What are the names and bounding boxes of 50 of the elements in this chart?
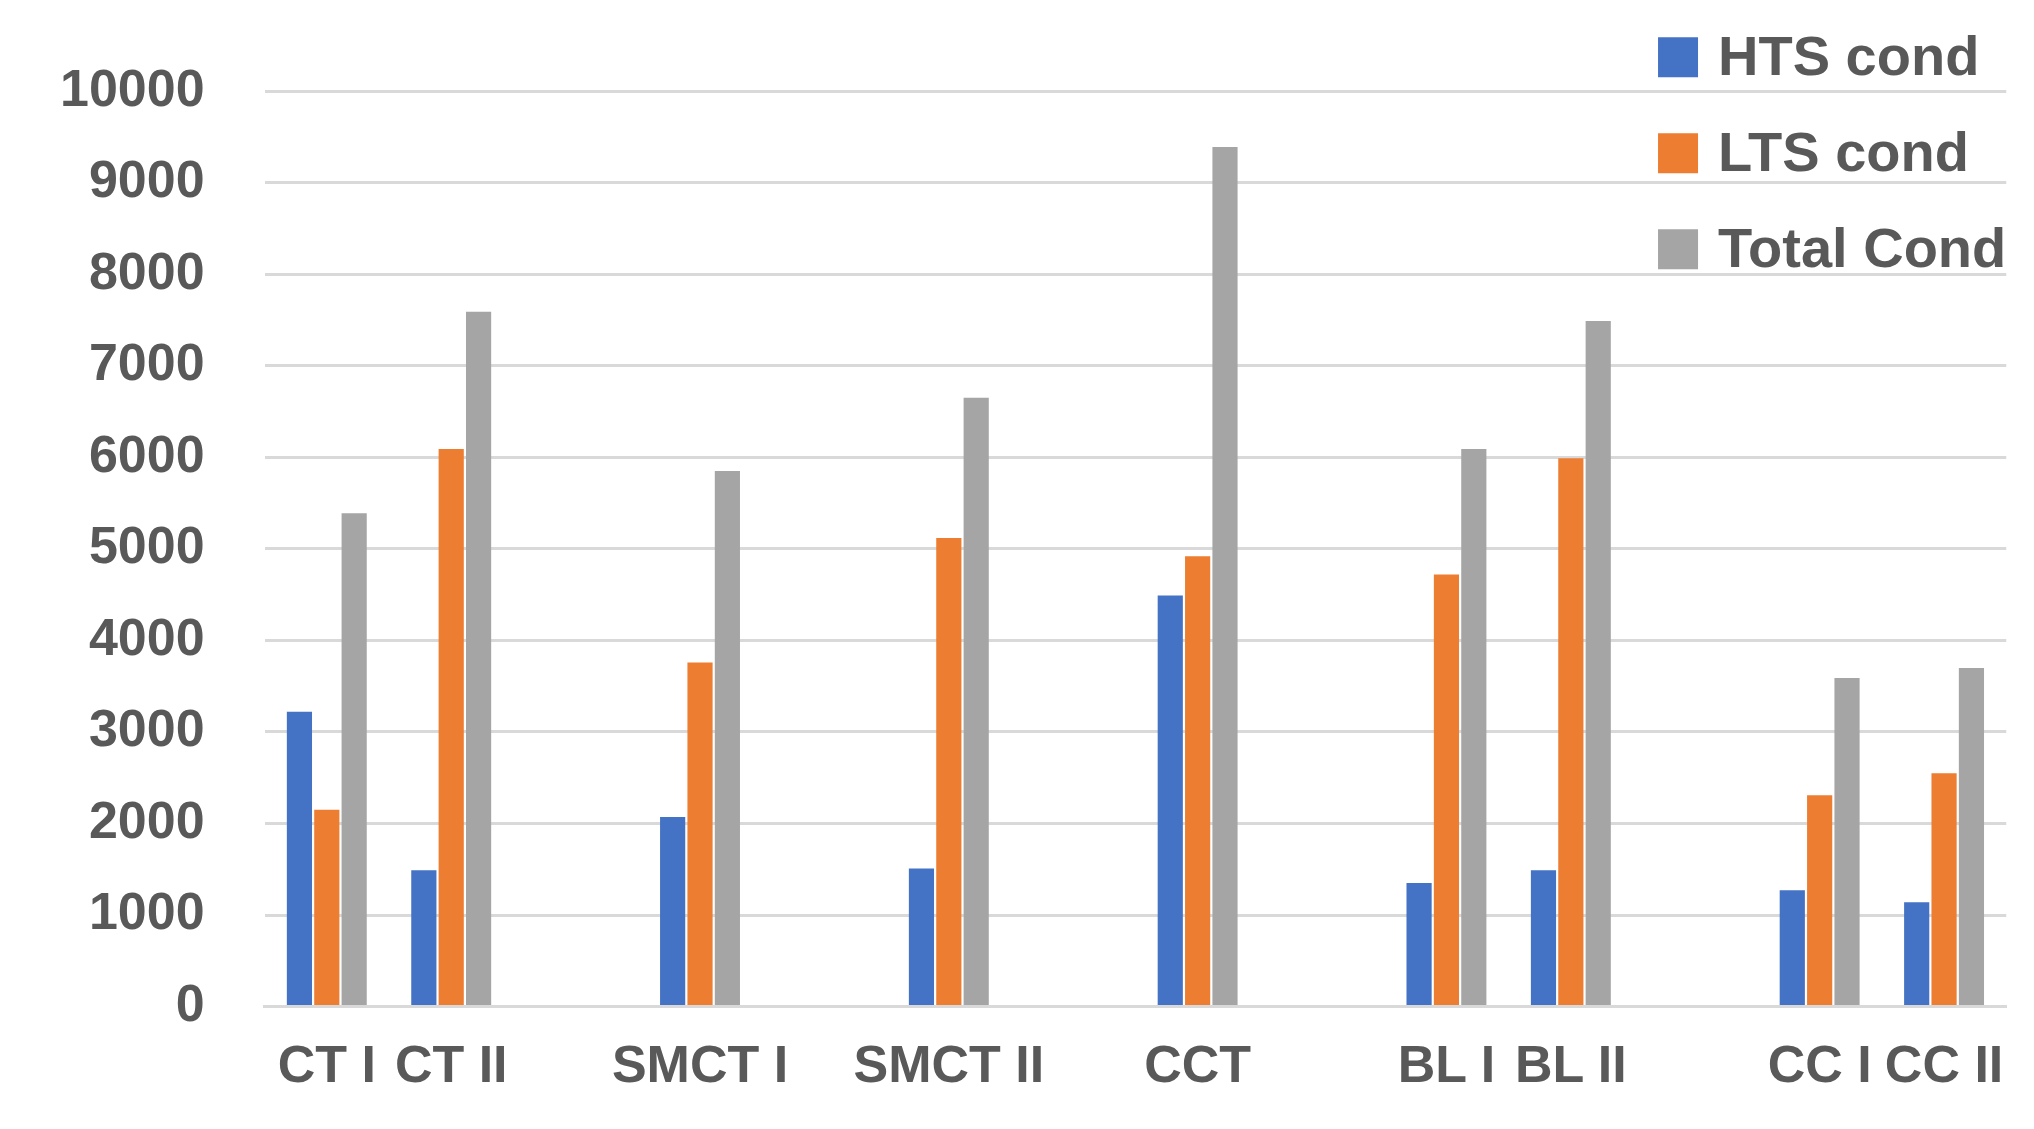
bar xyxy=(908,868,935,1006)
bar xyxy=(1807,795,1833,1006)
bar xyxy=(286,711,313,1006)
legend-label: LTS cond xyxy=(1718,119,1969,183)
bar xyxy=(1157,595,1183,1006)
y-tick-label: 6000 xyxy=(88,424,205,483)
y-tick-label: 4000 xyxy=(88,607,205,666)
x-tick-label: BL II xyxy=(1514,1035,1627,1094)
bar xyxy=(1834,677,1860,1006)
x-tick-label: CC II xyxy=(1884,1035,2004,1094)
x-tick-label: CC I xyxy=(1767,1035,1872,1094)
x-tick-label: CCT xyxy=(1144,1035,1252,1094)
y-tick-label: 2000 xyxy=(88,790,205,849)
bar xyxy=(963,397,989,1006)
x-tick-label: SMCT II xyxy=(853,1035,1045,1094)
bar xyxy=(1904,902,1930,1006)
y-tick-label: 8000 xyxy=(88,241,205,300)
bar xyxy=(1558,458,1584,1006)
bar xyxy=(341,513,367,1006)
bar xyxy=(936,537,962,1006)
bar xyxy=(1958,667,1985,1006)
legend-label: Total Cond xyxy=(1718,215,2007,279)
bar xyxy=(1433,574,1460,1006)
bar xyxy=(660,817,686,1006)
bar xyxy=(687,662,713,1006)
bar xyxy=(1530,870,1557,1006)
bar xyxy=(438,449,464,1006)
x-tick-label: CT I xyxy=(277,1035,376,1094)
y-tick-label: 9000 xyxy=(88,150,205,209)
bar xyxy=(1406,883,1432,1006)
x-tick-label: BL I xyxy=(1397,1035,1496,1094)
x-tick-label: SMCT I xyxy=(611,1035,789,1094)
bar xyxy=(1779,890,1805,1006)
y-tick-label: 1000 xyxy=(88,882,205,941)
bar xyxy=(714,471,740,1006)
y-tick-label: 0 xyxy=(175,973,205,1032)
y-tick-label: 3000 xyxy=(88,699,205,758)
y-tick-label: 10000 xyxy=(59,58,205,117)
bar xyxy=(1185,556,1211,1006)
y-tick-label: 5000 xyxy=(88,516,205,575)
bar xyxy=(465,311,492,1006)
bar xyxy=(411,870,437,1006)
legend-label: HTS cond xyxy=(1718,23,1980,87)
bar xyxy=(1212,147,1238,1006)
bar xyxy=(1461,449,1487,1006)
y-tick-label: 7000 xyxy=(88,333,205,392)
x-tick-label: CT II xyxy=(394,1035,508,1094)
bar xyxy=(314,809,340,1006)
bar xyxy=(1931,773,1957,1006)
bar xyxy=(1585,320,1611,1006)
